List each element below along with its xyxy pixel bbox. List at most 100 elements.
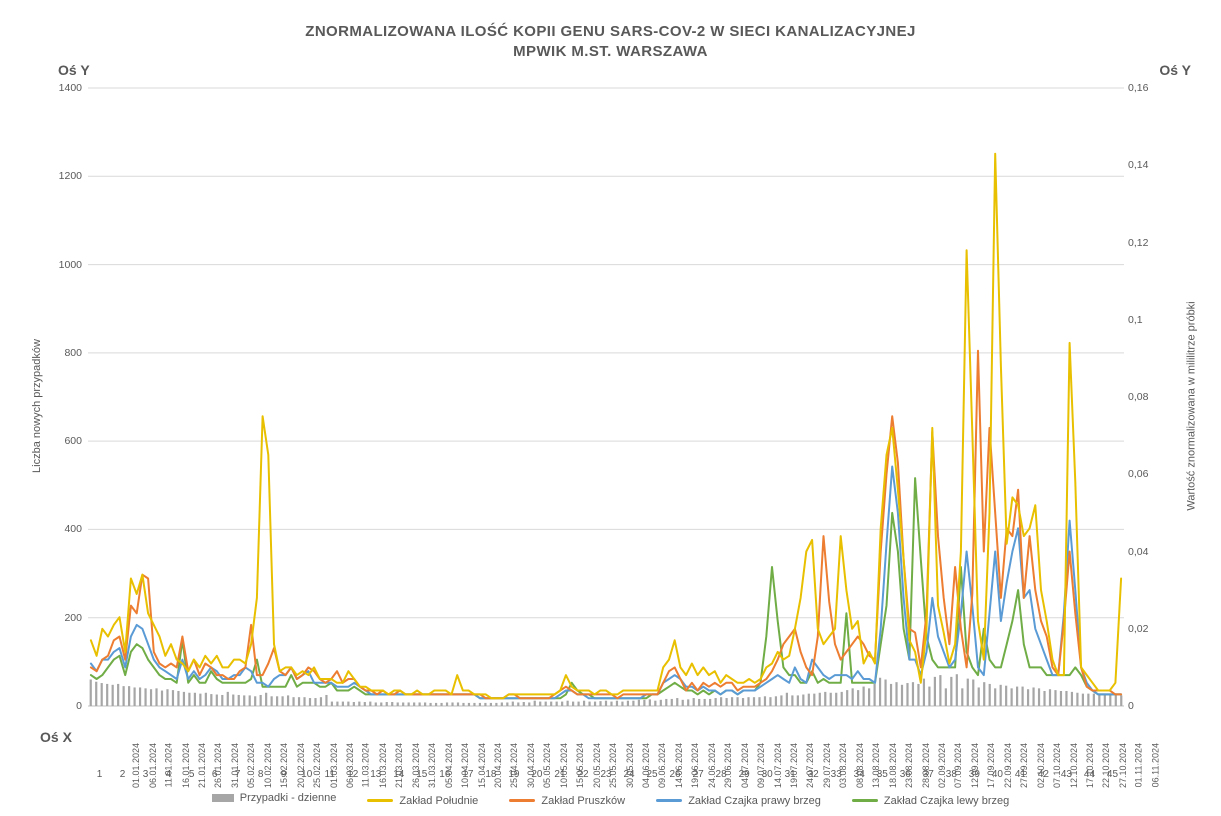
x-date-label: 20.02.2024 (296, 743, 306, 788)
y2-tick-label: 0,1 (1128, 314, 1160, 326)
x-date-label: 13.08.2024 (871, 743, 881, 788)
x-date-label: 10.05.2024 (559, 743, 569, 788)
x-date-label: 21.01.2024 (197, 743, 207, 788)
x-week-label: 26 (670, 769, 681, 780)
x-date-label: 06.03.2024 (345, 743, 355, 788)
legend-bars-label: Przypadki - dzienne (240, 792, 337, 804)
y2-axis-title: Oś Y (1159, 62, 1191, 78)
x-date-label: 09.06.2024 (657, 743, 667, 788)
chart-title-line2: MPWIK M.ST. WARSZAWA (513, 43, 708, 60)
x-date-label: 30.04.2024 (526, 743, 536, 788)
legend-bars: Przypadki - dzienne (212, 792, 337, 804)
x-date-label: 27.10.2024 (1118, 743, 1128, 788)
x-week-label: 7 (235, 769, 241, 780)
x-week-label: 22 (577, 769, 588, 780)
x-date-label: 31.01.2024 (230, 743, 240, 788)
x-week-label: 44 (1084, 769, 1095, 780)
x-week-label: 21 (554, 769, 565, 780)
x-date-label: 02.09.2024 (937, 743, 947, 788)
y2-axis-label: Wartość znormalizowana w mililitrze prób… (1185, 301, 1197, 510)
x-week-label: 6 (212, 769, 218, 780)
x-date-label: 11.01.2024 (164, 743, 174, 787)
x-week-label: 24 (623, 769, 634, 780)
x-ticks: 01.01.202406.01.202411.01.202416.01.2024… (88, 710, 1124, 766)
x-date-label: 30.05.2024 (625, 743, 635, 788)
y2-tick-label: 0,16 (1128, 82, 1160, 94)
y1-tick-label: 600 (50, 435, 82, 447)
legend-series-0: Zakład Południe (367, 795, 478, 807)
x-date-label: 07.09.2024 (953, 743, 963, 788)
x-date-label: 16.03.2024 (378, 743, 388, 788)
x-date-label: 29.07.2024 (822, 743, 832, 788)
x-date-label: 15.02.2024 (279, 743, 289, 788)
x-week-label: 45 (1107, 769, 1118, 780)
legend-series-label: Zakład Pruszków (541, 795, 625, 807)
x-week-label: 28 (716, 769, 727, 780)
x-week-label: 13 (370, 769, 381, 780)
x-date-label: 05.05.2024 (542, 743, 552, 788)
legend: Przypadki - dzienne Zakład Południe Zakł… (0, 792, 1221, 807)
x-date-label: 15.05.2024 (575, 743, 585, 788)
y1-axis-title: Oś Y (58, 62, 90, 78)
x-week-label: 9 (281, 769, 287, 780)
x-date-label: 10.04.2024 (460, 743, 470, 788)
x-date-label: 22.10.2024 (1101, 743, 1111, 788)
x-date-label: 04.07.2024 (740, 743, 750, 788)
legend-series-1: Zakład Pruszków (509, 795, 625, 807)
x-date-label: 17.09.2024 (986, 743, 996, 788)
x-date-label: 06.01.2024 (148, 743, 158, 788)
x-date-label: 28.08.2024 (921, 743, 931, 788)
x-week-label: 41 (1015, 769, 1026, 780)
y1-tick-label: 1400 (50, 82, 82, 94)
x-date-label: 12.10.2024 (1069, 743, 1079, 788)
y1-tick-label: 1000 (50, 259, 82, 271)
legend-series-label: Zakład Czajka lewy brzeg (884, 795, 1009, 807)
y2-tick-label: 0,04 (1128, 546, 1160, 558)
x-date-label: 19.06.2024 (690, 743, 700, 788)
legend-bars-swatch (212, 794, 234, 802)
y1-tick-label: 400 (50, 523, 82, 535)
legend-line-swatch (656, 799, 682, 802)
x-week-label: 3 (143, 769, 149, 780)
x-date-label: 01.01.2024 (131, 743, 141, 788)
x-date-label: 29.06.2024 (723, 743, 733, 788)
x-date-label: 25.02.2024 (312, 743, 322, 788)
x-date-label: 03.08.2024 (838, 743, 848, 788)
x-date-label: 12.09.2024 (970, 743, 980, 788)
x-week-label: 1 (97, 769, 103, 780)
x-date-label: 17.10.2024 (1085, 743, 1095, 788)
x-week-label: 42 (1038, 769, 1049, 780)
x-week-label: 25 (646, 769, 657, 780)
x-week-label: 16 (439, 769, 450, 780)
x-date-label: 09.07.2024 (756, 743, 766, 788)
x-date-label: 06.11.2024 (1150, 743, 1160, 787)
x-week-label: 19 (508, 769, 519, 780)
x-week-label: 11 (325, 769, 335, 780)
legend-line-swatch (852, 799, 878, 802)
x-week-label: 2 (120, 769, 126, 780)
x-week-label: 5 (189, 769, 195, 780)
x-week-label: 36 (900, 769, 911, 780)
x-date-label: 26.01.2024 (213, 743, 223, 788)
y2-tick-label: 0,02 (1128, 623, 1160, 635)
y2-tick-label: 0,12 (1128, 237, 1160, 249)
x-date-label: 24.07.2024 (805, 743, 815, 788)
x-date-label: 31.03.2024 (427, 743, 437, 788)
legend-line-swatch (367, 799, 393, 802)
x-date-label: 01.03.2024 (329, 743, 339, 788)
y2-tick-label: 0,14 (1128, 159, 1160, 171)
x-date-label: 16.01.2024 (181, 743, 191, 788)
x-week-label: 15 (416, 769, 427, 780)
x-date-label: 20.05.2024 (592, 743, 602, 788)
x-date-label: 05.02.2024 (246, 743, 256, 788)
x-date-label: 14.06.2024 (674, 743, 684, 788)
y1-tick-label: 200 (50, 612, 82, 624)
x-date-label: 23.08.2024 (904, 743, 914, 788)
y2-tick-label: 0 (1128, 700, 1160, 712)
x-date-label: 21.03.2024 (394, 743, 404, 788)
x-week-label: 14 (393, 769, 404, 780)
x-week-label: 29 (739, 769, 750, 780)
x-date-label: 18.08.2024 (888, 743, 898, 788)
x-week-label: 23 (600, 769, 611, 780)
x-week-label: 31 (785, 769, 796, 780)
